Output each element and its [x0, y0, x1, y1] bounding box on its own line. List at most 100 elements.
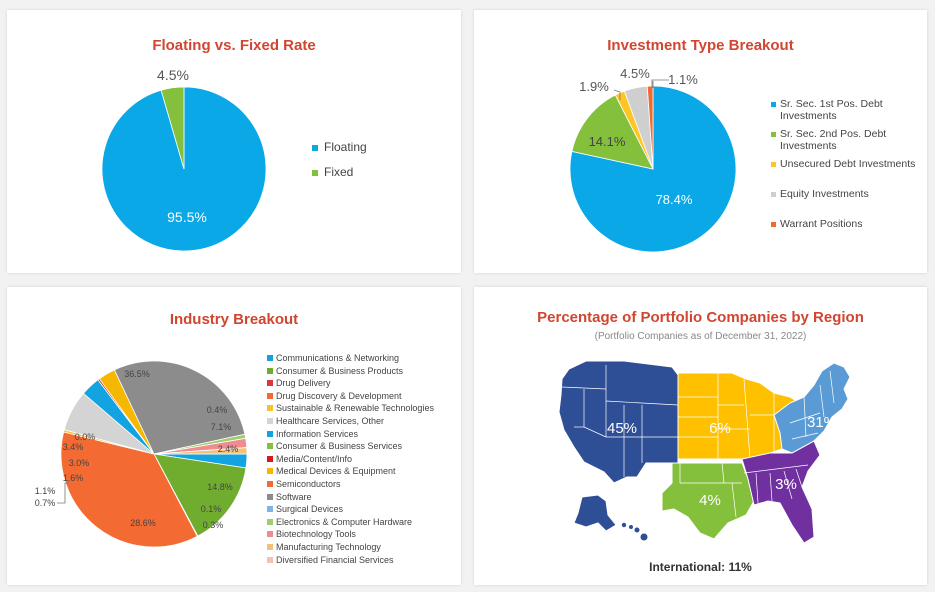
industry-legend-label: Consumer & Business Products [276, 365, 404, 376]
industry-data-label: 3.0% [69, 458, 90, 468]
industry-slice [113, 360, 246, 455]
industry-legend-swatch [267, 531, 273, 538]
industry-data-label: 28.6% [130, 518, 156, 528]
industry-legend-item: Drug Delivery [267, 377, 434, 390]
investment-legend-label: Warrant Positions [780, 218, 863, 230]
investment-leader-line [613, 89, 621, 100]
floating-legend-item: Floating [312, 140, 367, 165]
investment-legend-swatch [771, 222, 776, 227]
floating-legend-label: Fixed [324, 165, 354, 179]
industry-legend-label: Communications & Networking [276, 353, 400, 363]
industry-data-label: 2.4% [218, 444, 239, 454]
industry-legend-item: Consumer & Business Services [267, 440, 434, 453]
investment-legend-label: Equity Investments [780, 188, 869, 200]
region-subtitle: (Portfolio Companies as of December 31, … [594, 331, 807, 342]
industry-legend-label: Software [276, 491, 312, 502]
industry-title: Industry Breakout [169, 311, 299, 328]
industry-legend-item: Media/Content/Info [267, 453, 434, 466]
map-northeast-state-lines [789, 370, 835, 440]
map-region-southeast [741, 440, 821, 544]
floating-rate-pie-svg: 95.5% 4.5% [101, 67, 267, 252]
industry-legend-swatch [267, 405, 273, 412]
industry-legend-swatch [267, 556, 273, 563]
industry-legend-label: Semiconductors [276, 478, 341, 489]
industry-legend-label: Healthcare Services, Other [276, 415, 385, 426]
investment-data-label: 78.4% [656, 192, 693, 207]
industry-leader-line [57, 482, 69, 504]
investment-type-pie-svg: 78.4% 14.1% 1.9% 4.5% 1.1% [569, 66, 737, 253]
industry-legend-item: Medical Devices & Equipment [267, 465, 434, 478]
region-panel: Percentage of Portfolio Companies by Reg… [474, 287, 927, 585]
industry-legend-swatch [267, 468, 273, 475]
industry-data-label: 7.1% [211, 422, 232, 432]
floating-data-label: 4.5% [157, 67, 189, 83]
map-southwest-state-lines [679, 462, 742, 518]
region-title: Percentage of Portfolio Companies by Reg… [537, 309, 864, 326]
map-label-west: 45% [607, 420, 637, 437]
industry-legend-label: Drug Delivery [276, 378, 331, 389]
industry-data-label: 1.1% [35, 486, 56, 496]
investment-type-panel: Investment Type Breakout 78.4% 14.1% 1.9% 4… [474, 10, 927, 273]
floating-rate-title: Floating vs. Fixed Rate [152, 37, 316, 54]
industry-legend-label: Consumer & Business Services [276, 441, 403, 452]
industry-legend-label: Surgical Devices [276, 504, 344, 515]
industry-slice [60, 431, 198, 548]
industry-legend-swatch [267, 392, 273, 399]
industry-slice [153, 447, 248, 455]
industry-legend-item: Electronics & Computer Hardware [267, 516, 434, 529]
investment-legend-swatch [771, 162, 776, 167]
industry-legend-label: Biotechnology Tools [276, 529, 356, 540]
industry-data-label: 0.3% [203, 520, 224, 530]
industry-legend-label: Electronics & Computer Hardware [276, 516, 413, 527]
industry-legend-item: Sustainable & Renewable Technologies [267, 402, 434, 415]
investment-type-title: Investment Type Breakout [607, 37, 794, 54]
floating-rate-panel: Floating vs. Fixed Rate 95.5% 4.5% Floati… [7, 10, 461, 273]
investment-type-legend: Sr. Sec. 1st Pos. Debt Investments Sr. Se… [771, 98, 921, 248]
map-label-southeast: 3% [775, 476, 797, 493]
map-region-northeast [773, 362, 851, 454]
investment-legend-item: Warrant Positions [771, 218, 921, 248]
floating-data-label: 95.5% [167, 209, 207, 225]
industry-panel: Industry Breakout 2.4% 14.8% 0.1% 0.3% 36.5%… [7, 287, 461, 585]
industry-legend-item: Software [267, 491, 434, 504]
industry-legend-label: Diversified Financial Services [276, 554, 394, 565]
industry-legend-swatch [267, 518, 273, 525]
industry-pie-svg: 2.4% 14.8% 0.1% 0.3% 36.5% 0.4% 7.1% 3.4%0.0% 3.… [35, 360, 248, 548]
investment-legend-swatch [771, 102, 776, 107]
floating-legend-item: Fixed [312, 165, 367, 190]
industry-legend-item: Information Services [267, 428, 434, 441]
industry-data-label: 0.0% [75, 432, 96, 442]
investment-legend-item: Sr. Sec. 2nd Pos. Debt Investments [771, 128, 921, 158]
industry-legend-label: Manufacturing Technology [276, 541, 381, 552]
industry-legend-item: Semiconductors [267, 478, 434, 491]
investment-legend-label: Sr. Sec. 1st Pos. Debt Investments [780, 98, 883, 122]
floating-slice [160, 86, 185, 170]
map-label-northeast: 31% [807, 414, 837, 431]
map-label-midwest: 6% [709, 420, 731, 437]
floating-legend-swatch [312, 170, 318, 176]
industry-legend-swatch [267, 543, 273, 550]
map-hawaii [621, 522, 648, 541]
industry-legend-item: Drug Discovery & Development [267, 390, 434, 403]
industry-legend-label: Media/Content/Info [276, 453, 353, 464]
investment-leader-line [651, 79, 669, 88]
floating-rate-legend: Floating Fixed [312, 140, 367, 190]
industry-legend-item: Surgical Devices [267, 503, 434, 516]
map-midwest-state-lines [678, 373, 775, 460]
us-region-map: 45% 6% 31% 4% 3% [558, 360, 851, 544]
industry-legend-label: Drug Discovery & Development [276, 390, 402, 401]
industry-legend-swatch [267, 455, 273, 462]
industry-legend-label: Information Services [276, 428, 359, 439]
industry-legend-item: Manufacturing Technology [267, 541, 434, 554]
floating-legend-label: Floating [324, 140, 367, 154]
map-west-state-lines [561, 365, 679, 477]
investment-legend-label: Sr. Sec. 2nd Pos. Debt Investments [780, 128, 887, 152]
industry-slice [153, 453, 247, 537]
floating-legend-swatch [312, 145, 318, 151]
investment-data-label: 14.1% [589, 134, 626, 149]
map-alaska [573, 494, 617, 532]
industry-legend-swatch [267, 430, 273, 437]
industry-data-label: 0.7% [35, 498, 56, 508]
investment-legend-item: Sr. Sec. 1st Pos. Debt Investments [771, 98, 921, 128]
map-southeast-state-lines [743, 464, 809, 504]
